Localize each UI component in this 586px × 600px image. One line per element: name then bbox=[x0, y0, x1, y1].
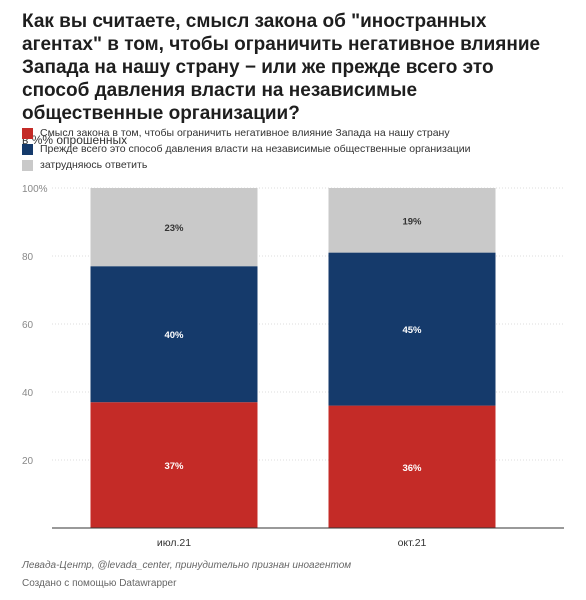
legend-swatch-gray bbox=[22, 159, 33, 171]
bar-segment bbox=[328, 405, 496, 528]
chart-header: Как вы считаете, смысл закона об "иностр… bbox=[22, 10, 562, 147]
legend-item-west-influence: Смысл закона в том, чтобы ограничить нег… bbox=[22, 125, 562, 141]
legend-item-pressure: Прежде всего это способ давления власти … bbox=[22, 141, 562, 157]
bar-segment bbox=[90, 188, 258, 267]
legend-label-undecided: затрудняюсь ответить bbox=[40, 159, 148, 171]
chart-title: Как вы считаете, смысл закона об "иностр… bbox=[22, 11, 541, 124]
legend-swatch-red bbox=[22, 127, 33, 139]
legend-swatch-blue bbox=[22, 143, 33, 155]
x-tick-label: июл.21 bbox=[157, 537, 191, 549]
source-note: Левада-Центр, @levada_center, принудител… bbox=[22, 560, 352, 571]
data-label: 40% bbox=[164, 330, 184, 341]
bar-segment bbox=[328, 252, 496, 406]
bar-segment bbox=[90, 402, 258, 528]
bar-segment bbox=[328, 188, 496, 253]
chart-footer: Левада-Центр, @levada_center, принудител… bbox=[22, 559, 562, 590]
data-label: 23% bbox=[164, 223, 184, 234]
x-tick-label: окт.21 bbox=[398, 537, 427, 549]
y-tick-label: 60 bbox=[22, 320, 34, 331]
legend-item-undecided: затрудняюсь ответить bbox=[22, 157, 562, 173]
data-label: 19% bbox=[402, 216, 422, 227]
chart-svg: 20 40 60 80 100% 37% 40% 23% июл.21 36% 45% 19% окт.… bbox=[22, 184, 564, 549]
y-tick-label: 40 bbox=[22, 388, 34, 399]
legend-label-pressure: Прежде всего это способ давления власти … bbox=[40, 143, 471, 155]
stacked-bar-chart: 20 40 60 80 100% 37% 40% 23% июл.21 36% 45% 19% окт.… bbox=[0, 178, 586, 550]
data-label: 36% bbox=[402, 463, 422, 474]
chart-legend: Смысл закона в том, чтобы ограничить нег… bbox=[22, 125, 562, 173]
y-tick-label: 80 bbox=[22, 252, 34, 263]
chart-subtitle: в %% опрошенных bbox=[22, 133, 128, 147]
credit-note: Создано с помощью Datawrapper bbox=[22, 578, 177, 589]
y-tick-label: 20 bbox=[22, 456, 34, 467]
legend-label-west-influence: Смысл закона в том, чтобы ограничить нег… bbox=[40, 127, 450, 139]
data-label: 37% bbox=[164, 461, 184, 472]
bar-segment bbox=[90, 266, 258, 403]
data-label: 45% bbox=[402, 325, 422, 336]
y-tick-label: 100% bbox=[22, 184, 48, 195]
